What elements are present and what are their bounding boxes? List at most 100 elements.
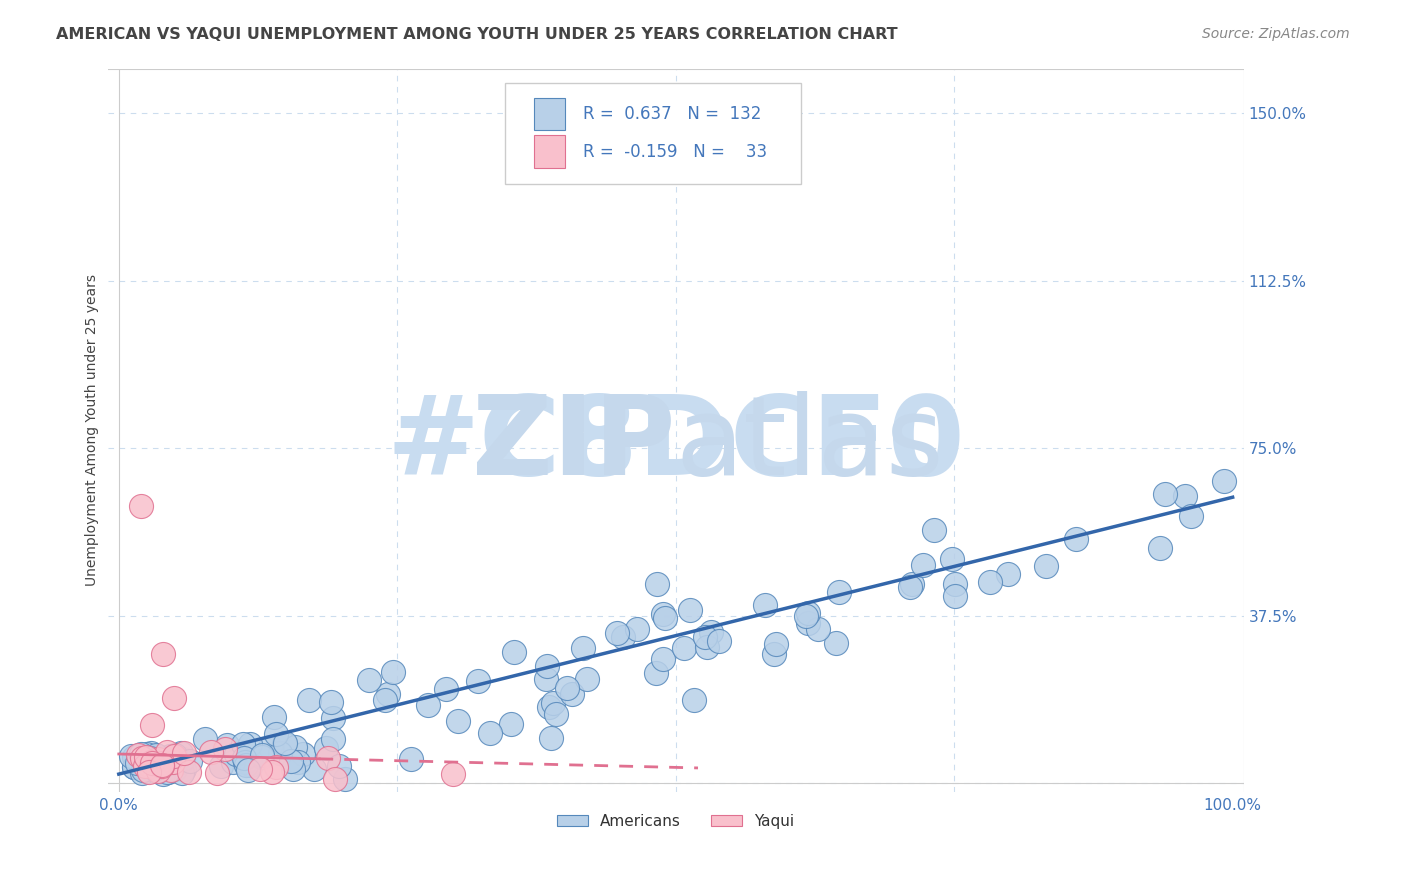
Point [127,747,149,762]
Point [250,750,273,764]
Point [209,759,232,773]
Point [298,693,321,707]
Point [214,742,236,756]
Point [135,747,157,761]
Point [146,756,169,771]
Point [132,764,155,778]
Point [146,764,169,778]
Point [239,737,262,751]
Legend: Americans, Yaqui: Americans, Yaqui [551,808,800,835]
FancyBboxPatch shape [534,98,565,130]
Point [236,763,259,777]
Point [322,711,344,725]
Point [700,624,723,639]
Point [672,641,695,656]
Point [250,747,273,762]
Point [546,707,568,722]
Point [150,759,173,773]
Point [162,756,184,770]
Point [173,762,195,776]
Point [145,761,167,775]
Point [139,750,162,764]
Text: #C8DCF0: #C8DCF0 [387,392,965,499]
Point [131,751,153,765]
Point [148,758,170,772]
Point [156,764,179,779]
Point [273,738,295,752]
Point [194,732,217,747]
Point [555,681,578,696]
Point [139,759,162,773]
Point [1213,474,1236,488]
Text: Source: ZipAtlas.com: Source: ZipAtlas.com [1202,27,1350,41]
Point [304,762,326,776]
Point [576,672,599,686]
Point [1066,532,1088,546]
Y-axis label: Unemployment Among Youth under 25 years: Unemployment Among Youth under 25 years [86,274,100,586]
Point [912,558,935,572]
Point [323,772,346,786]
Point [169,756,191,770]
Point [146,758,169,772]
Point [540,731,562,745]
Point [612,630,634,644]
Point [315,740,337,755]
Point [150,758,173,772]
Point [943,589,966,603]
Point [645,577,668,591]
Point [232,751,254,765]
FancyBboxPatch shape [505,83,800,185]
Point [652,651,675,665]
Point [333,772,356,786]
Point [120,748,142,763]
Point [316,751,339,765]
Text: ZIP: ZIP [472,392,676,499]
Point [374,693,396,707]
Point [979,575,1001,590]
Point [215,738,238,752]
Point [264,760,287,774]
Point [467,674,489,689]
Point [163,748,186,763]
Point [765,638,787,652]
Point [654,611,676,625]
Point [177,764,200,779]
Point [169,746,191,760]
Point [436,681,458,696]
Point [561,687,583,701]
Point [129,499,152,513]
Point [260,764,283,779]
Point [149,759,172,773]
Point [131,766,153,780]
Point [141,756,163,770]
Point [259,739,281,754]
Point [943,576,966,591]
Point [264,727,287,741]
Point [127,756,149,771]
Point [179,754,201,768]
Point [399,752,422,766]
Point [357,673,380,688]
Point [160,750,183,764]
Point [152,767,174,781]
Point [146,764,169,779]
Point [263,710,285,724]
Point [149,752,172,766]
Point [200,745,222,759]
Point [941,552,963,566]
Point [536,659,558,673]
Point [291,747,314,761]
Point [122,760,145,774]
Point [478,726,501,740]
Point [797,606,820,620]
Point [679,602,702,616]
Point [501,717,523,731]
Point [652,607,675,621]
Point [233,756,256,770]
Point [274,736,297,750]
Point [534,672,557,686]
Point [502,645,524,659]
Point [148,752,170,766]
Point [143,756,166,770]
Point [143,749,166,764]
